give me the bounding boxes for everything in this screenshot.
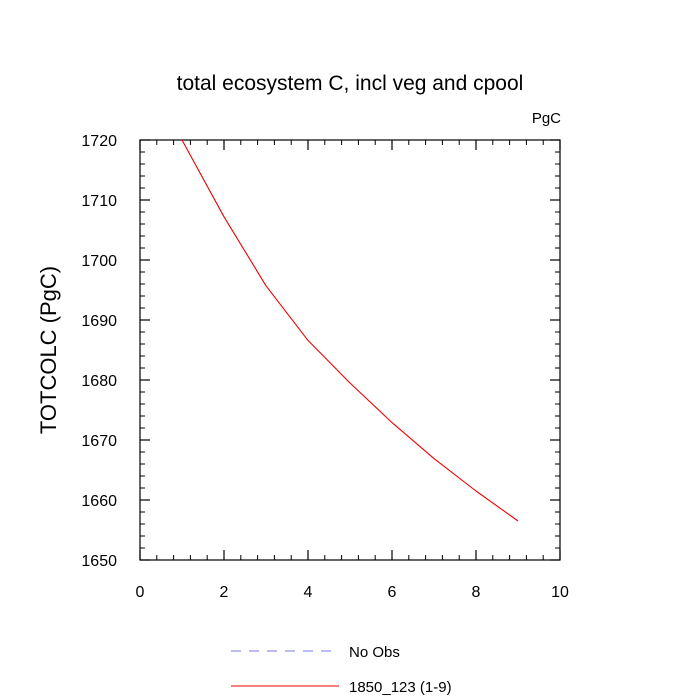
x-tick-label: 4 xyxy=(304,584,313,601)
legend-label-1850-123: 1850_123 (1-9) xyxy=(349,679,452,696)
y-tick-label: 1680 xyxy=(81,373,117,390)
y-tick-label: 1720 xyxy=(81,133,117,150)
y-tick-labels: 1650 1660 1670 1680 1690 1700 1710 1720 xyxy=(81,133,117,570)
y-tick-label: 1690 xyxy=(81,313,117,330)
y-tick-label: 1710 xyxy=(81,193,117,210)
series-lines xyxy=(181,139,519,522)
minor-ticks xyxy=(140,140,560,560)
series-line-1 xyxy=(181,139,519,522)
units-label: PgC xyxy=(532,110,561,127)
legend: No Obs 1850_123 (1-9) xyxy=(231,644,452,696)
x-tick-label: 0 xyxy=(136,584,145,601)
y-tick-label: 1650 xyxy=(81,553,117,570)
x-tick-label: 8 xyxy=(472,584,481,601)
plot-frame xyxy=(139,139,561,561)
x-tick-label: 6 xyxy=(388,584,397,601)
x-tick-label: 10 xyxy=(551,584,569,601)
y-tick-label: 1670 xyxy=(81,433,117,450)
y-tick-label: 1660 xyxy=(81,493,117,510)
x-tick-label: 2 xyxy=(220,584,229,601)
legend-label-no-obs: No Obs xyxy=(349,644,400,661)
chart-title: total ecosystem C, incl veg and cpool xyxy=(177,72,524,95)
major-ticks xyxy=(139,139,561,561)
x-tick-labels: 0 2 4 6 8 10 xyxy=(136,584,569,601)
y-tick-label: 1700 xyxy=(81,253,117,270)
y-axis-label: TOTCOLC (PgC) xyxy=(36,266,61,434)
